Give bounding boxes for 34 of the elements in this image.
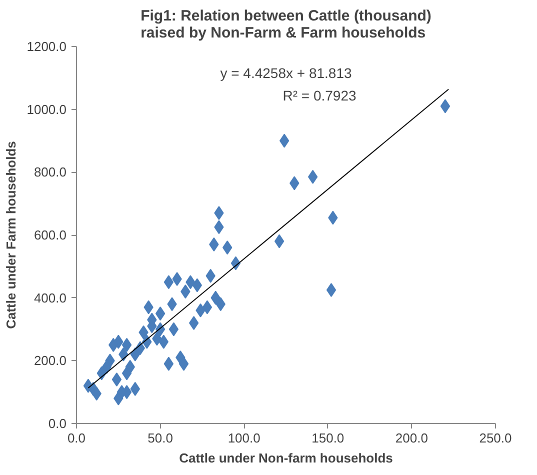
y-tick-label: 0.0 <box>48 416 67 431</box>
x-tick-label: 200.0 <box>395 430 428 446</box>
point <box>83 378 94 393</box>
y-tick-label: 1200.0 <box>26 39 67 54</box>
x-axis-title: Cattle under Non-farm households <box>179 450 393 466</box>
point <box>122 338 132 352</box>
x-tick-label: 150.0 <box>312 430 344 446</box>
point <box>326 282 336 297</box>
y-tick-label: 800.0 <box>34 164 67 180</box>
point <box>178 356 189 371</box>
x-tick-label: 50.0 <box>148 430 173 446</box>
y-tick-label: 400.0 <box>34 290 67 306</box>
x-tick-label: 100.0 <box>228 430 260 446</box>
point <box>274 234 284 248</box>
point <box>202 300 212 314</box>
point <box>308 170 318 184</box>
point <box>112 372 122 387</box>
annotation: y = 4.4258x + 81.813 <box>220 64 352 81</box>
point <box>155 306 166 321</box>
point <box>440 99 450 114</box>
point <box>192 278 202 292</box>
y-axis-title: Cattle under Farm households <box>4 141 19 329</box>
y-tick-label: 600.0 <box>34 228 67 242</box>
y-tick-label: 1000.0 <box>26 102 67 117</box>
x-tick-label: 250.0 <box>479 430 512 446</box>
chart-title: Fig1: Relation between Cattle (thousand) raised by Non-Farm & Farm households <box>140 8 432 42</box>
point <box>279 134 290 148</box>
point <box>168 322 179 336</box>
point <box>164 356 174 371</box>
x-tick-label: 0.0 <box>67 430 86 446</box>
point <box>188 316 199 330</box>
point <box>164 275 174 290</box>
annotation: R² = 0.7923 <box>282 88 357 104</box>
y-tick-label: 200.0 <box>34 353 67 368</box>
